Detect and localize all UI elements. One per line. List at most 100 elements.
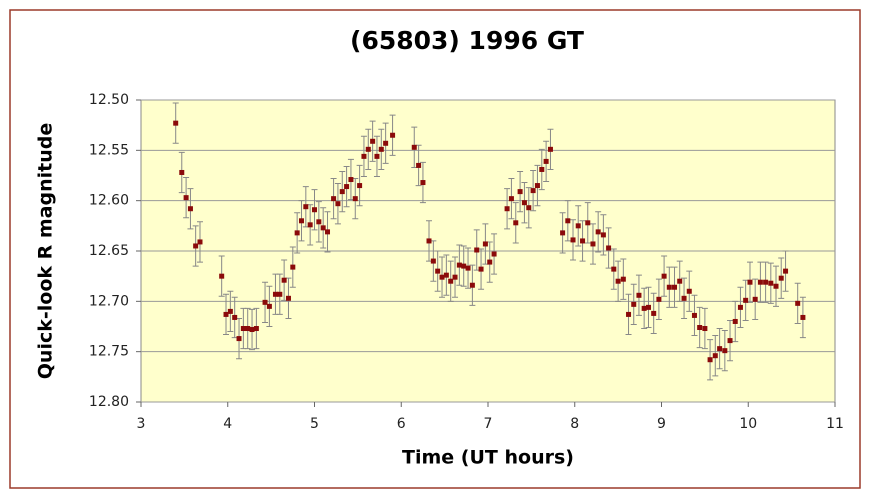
data-point [641,305,647,311]
data-point [737,304,743,310]
y-tick-label: 12.50 [89,92,129,108]
x-tick-label: 10 [739,416,757,432]
data-point [262,299,268,305]
data-point [691,312,697,318]
x-tick-label: 5 [310,416,319,432]
data-point [773,283,779,289]
data-point [768,280,774,286]
data-point [626,311,632,317]
y-tick-label: 12.60 [89,193,129,209]
data-point [339,189,345,195]
x-tick-label: 4 [223,416,232,432]
data-point [352,196,358,202]
data-point [778,275,784,281]
data-point [672,284,678,290]
data-point [294,230,300,236]
data-point [232,314,238,320]
data-point [227,308,233,314]
data-point [443,272,449,278]
data-point [223,311,229,317]
x-axis-title: Time (UT hours) [402,447,574,469]
data-point [335,201,341,207]
data-point [452,274,458,280]
data-point [666,284,672,290]
data-point [575,223,581,229]
data-point [193,243,199,249]
data-point [219,273,225,279]
data-point [348,177,354,183]
y-tick-label: 12.75 [89,344,129,360]
y-axis-title: Quick-look R magnitude [35,123,57,379]
data-point [534,183,540,189]
data-point [378,146,384,152]
data-point [580,238,586,244]
data-point [390,132,396,138]
data-point [420,180,426,186]
data-point [656,296,662,302]
data-point [281,277,287,283]
data-point [474,247,480,253]
data-point [570,237,576,243]
x-tick-label: 3 [137,416,146,432]
data-point [543,158,549,164]
data-point [173,120,179,126]
data-point [461,263,467,269]
data-point [783,268,789,274]
data-point [595,229,601,235]
data-point [482,241,488,247]
data-point [636,292,642,298]
y-tick-label: 12.70 [89,293,129,309]
data-point [732,318,738,324]
data-point [465,265,471,271]
data-point [707,357,713,363]
data-point [411,144,417,150]
data-point [645,304,651,310]
data-point [249,327,255,333]
data-point [236,336,242,342]
data-point [513,220,519,226]
data-point [478,266,484,272]
chart-title: (65803) 1996 GT [350,26,584,55]
data-point [416,162,422,168]
data-point [747,279,753,285]
data-point [752,296,758,302]
data-point [504,206,510,212]
data-point [240,326,246,332]
data-point [245,326,251,332]
data-point [426,238,432,244]
data-point [517,189,523,195]
data-point [702,326,708,332]
data-point [539,166,545,172]
data-point [374,153,380,159]
data-point [272,291,278,297]
data-point [697,325,703,331]
data-point [448,278,454,284]
data-point [439,274,445,280]
data-point [712,353,718,359]
data-point [606,245,612,251]
data-point [560,230,566,236]
data-point [370,138,376,144]
data-point [590,241,596,247]
data-point [307,222,313,228]
data-point [331,196,337,202]
data-point [763,279,769,285]
data-point [253,326,259,332]
data-point [312,207,317,213]
data-point [681,295,687,301]
data-point [757,279,763,285]
data-point [325,229,331,235]
data-point [197,239,203,245]
data-point [298,218,304,224]
data-point [620,276,626,282]
data-point [187,206,193,212]
data-point [266,303,272,309]
data-point [183,195,189,201]
data-point [585,220,591,226]
data-point [526,205,532,211]
data-point [277,291,283,297]
data-point [717,346,723,352]
data-point [722,348,728,354]
x-tick-label: 6 [397,416,406,432]
